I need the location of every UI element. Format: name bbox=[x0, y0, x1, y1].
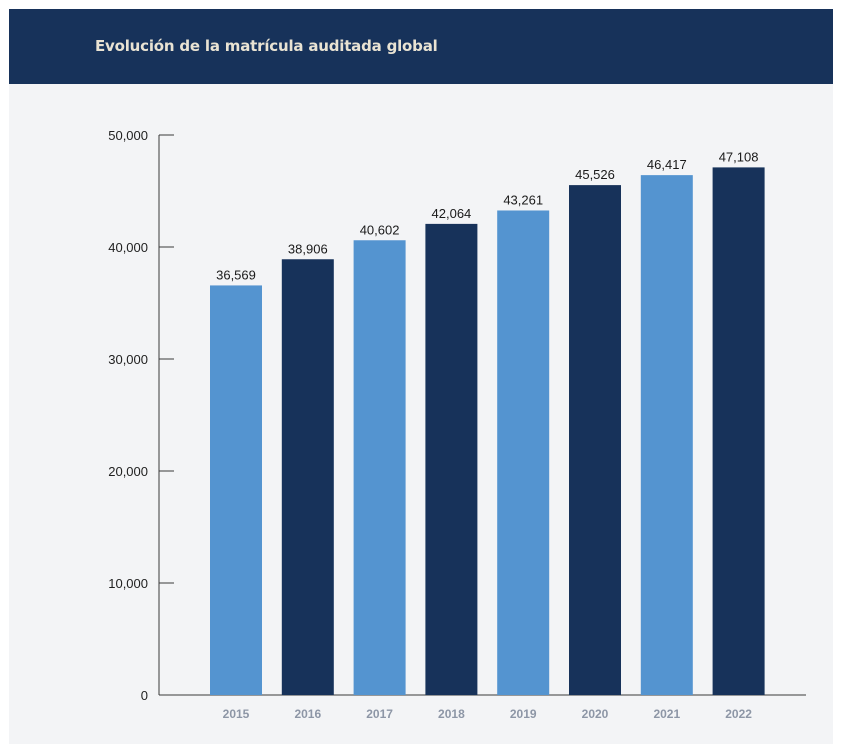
x-tick-label: 2018 bbox=[438, 707, 465, 721]
data-label: 47,108 bbox=[719, 149, 759, 164]
x-tick-label: 2019 bbox=[510, 707, 537, 721]
y-tick-label: 50,000 bbox=[108, 128, 148, 143]
y-tick-label: 20,000 bbox=[108, 464, 148, 479]
bar-2015 bbox=[210, 285, 262, 695]
x-tick-label: 2017 bbox=[366, 707, 393, 721]
x-tick-label: 2022 bbox=[725, 707, 752, 721]
bar-2019 bbox=[497, 210, 550, 695]
data-label: 43,261 bbox=[503, 192, 543, 207]
y-tick-label: 40,000 bbox=[108, 240, 148, 255]
x-tick-label: 2015 bbox=[223, 707, 250, 721]
chart-panel: Evolución de la matrícula auditada globa… bbox=[9, 9, 833, 744]
x-tick-label: 2016 bbox=[294, 707, 321, 721]
y-tick-label: 10,000 bbox=[108, 576, 148, 591]
data-label: 38,906 bbox=[288, 241, 328, 256]
data-label: 42,064 bbox=[432, 206, 472, 221]
x-tick-label: 2020 bbox=[582, 707, 609, 721]
data-label: 36,569 bbox=[216, 267, 256, 282]
bar-2020 bbox=[569, 185, 621, 695]
data-label: 46,417 bbox=[647, 157, 687, 172]
x-tick-label: 2021 bbox=[653, 707, 680, 721]
bar-2022 bbox=[712, 167, 765, 696]
y-tick-label: 0 bbox=[141, 688, 148, 703]
data-label: 40,602 bbox=[360, 222, 400, 237]
chart-header: Evolución de la matrícula auditada globa… bbox=[9, 9, 833, 84]
y-tick-label: 30,000 bbox=[108, 352, 148, 367]
bar-2016 bbox=[281, 259, 334, 695]
bar-2018 bbox=[425, 223, 478, 696]
data-label: 45,526 bbox=[575, 167, 615, 182]
chart-title: Evolución de la matrícula auditada globa… bbox=[95, 37, 438, 55]
bar-2021 bbox=[640, 175, 693, 696]
bar-2017 bbox=[353, 240, 406, 695]
